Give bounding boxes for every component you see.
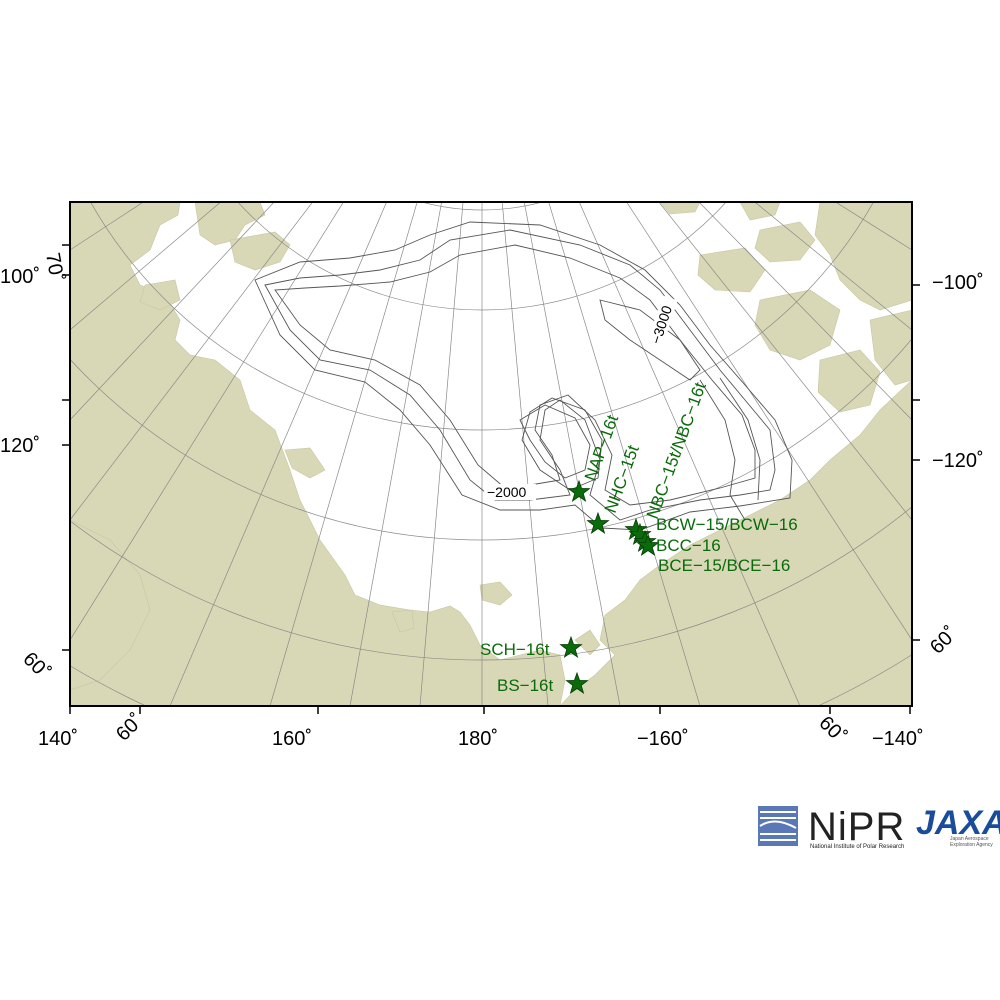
tick-label-right-120: −120˚ xyxy=(932,450,984,472)
nipr-logo-subtitle: National Institute of Polar Research xyxy=(810,844,904,850)
nipr-logo: NiPR National Institute of Polar Researc… xyxy=(758,805,905,850)
jaxa-logo-text: JAXA xyxy=(916,804,1000,842)
tick-label-left-70: 70˚ xyxy=(41,251,68,283)
nipr-logo-text: NiPR xyxy=(808,805,905,849)
tick-label-right-60: 60˚ xyxy=(926,623,962,659)
station-label-bcc-16: BCC−16 xyxy=(656,536,721,555)
tick-label-right-100: −100˚ xyxy=(932,272,984,294)
station-label-sch-16t: SCH−16t xyxy=(480,640,550,659)
tick-label-bottom-140: 140˚ xyxy=(38,728,78,750)
graticule xyxy=(70,202,912,706)
land-lower-left-peninsula xyxy=(70,519,151,691)
land-novosibirsk xyxy=(284,447,326,479)
bathymetry-contours xyxy=(254,221,793,531)
land-ellesmere xyxy=(739,202,781,221)
tick-label-bottom-60-left: 60˚ xyxy=(112,710,148,746)
contour-label-2000: −2000 xyxy=(487,484,527,500)
land-island-small xyxy=(391,609,415,633)
station-label-bce: BCE−15/BCE−16 xyxy=(658,556,790,575)
land-siberia xyxy=(70,202,566,706)
land-greenland-edge xyxy=(659,202,701,215)
tick-label-bottom-160: 160˚ xyxy=(272,728,312,750)
land-canadian-archipelago-1 xyxy=(814,202,912,311)
land-alaska xyxy=(559,379,912,706)
land-layer xyxy=(70,202,912,706)
tick-label-left-100: 100˚ xyxy=(0,266,40,288)
land-canadian-archipelago-5 xyxy=(869,309,912,386)
land-siberia-north xyxy=(194,202,266,246)
land-canadian-archipelago-2 xyxy=(754,221,816,263)
tick-label-bottom-60-right: 60˚ xyxy=(814,712,850,748)
station-label-bcw: BCW−15/BCW−16 xyxy=(656,515,798,534)
jaxa-logo-subtitle-2: Exploration Agency xyxy=(950,842,993,848)
land-banks-island xyxy=(817,349,881,413)
land-canadian-archipelago-4 xyxy=(754,289,841,361)
tick-label-bottom-m160: −160˚ xyxy=(637,728,689,750)
land-chukotka-cape xyxy=(574,629,601,656)
jaxa-logo: JAXA Japan Aerospace Exploration Agency xyxy=(916,804,1000,848)
land-canadian-archipelago-3 xyxy=(697,247,766,293)
tick-label-left-60: 60˚ xyxy=(18,648,54,684)
frame-ticks xyxy=(62,244,920,714)
land-severnaya-1 xyxy=(229,231,291,271)
tick-label-bottom-m140: −140˚ xyxy=(872,728,924,750)
jaxa-logo-subtitle-1: Japan Aerospace xyxy=(950,836,989,842)
tick-label-left-120: 120˚ xyxy=(0,435,40,457)
tick-label-bottom-180: 180˚ xyxy=(458,728,498,750)
land-severnaya-2 xyxy=(139,279,181,311)
station-label-bs-16t: BS−16t xyxy=(497,676,554,695)
map-frame xyxy=(69,201,913,707)
